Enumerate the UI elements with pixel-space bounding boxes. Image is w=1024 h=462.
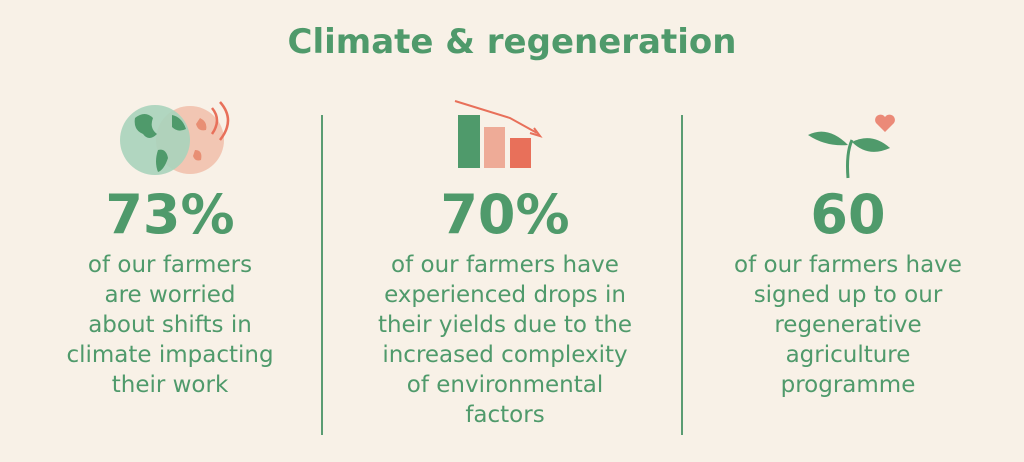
stat-text: regenerative (774, 312, 922, 338)
stat-text: of our farmers have (734, 252, 962, 278)
stat-text: of environmental (406, 372, 604, 398)
globe-icon (120, 101, 230, 175)
stat-text: their work (111, 372, 229, 398)
stat: 60 of our farmers have signed up to our reg… (688, 180, 1008, 400)
stat-text: factors (465, 402, 545, 428)
stat-text: are worried (104, 282, 236, 308)
stat-number: 73% (105, 183, 235, 246)
sprout-icon (808, 114, 895, 179)
stat-text: of our farmers have (391, 252, 619, 278)
stat-text: agriculture (785, 342, 911, 368)
bar-icon (454, 100, 543, 168)
stat-text: their yields due to the (377, 312, 633, 338)
stat-text: signed up to our (753, 282, 943, 308)
stat-number: 60 (810, 183, 886, 246)
stat-text: of our farmers (87, 252, 253, 278)
stat: 73% of our farmers are worried about shifts… (10, 180, 330, 400)
stat: 70% of our farmers have experienced drops … (345, 180, 665, 430)
stat-text: programme (780, 372, 916, 398)
stat-number: 70% (440, 183, 570, 246)
stat-text: experienced drops in (384, 282, 626, 308)
title: Climate & regeneration (287, 22, 737, 62)
stat-text: increased complexity (382, 342, 628, 368)
stat-text: climate impacting (66, 342, 274, 368)
stat-text: about shifts in (88, 312, 252, 338)
